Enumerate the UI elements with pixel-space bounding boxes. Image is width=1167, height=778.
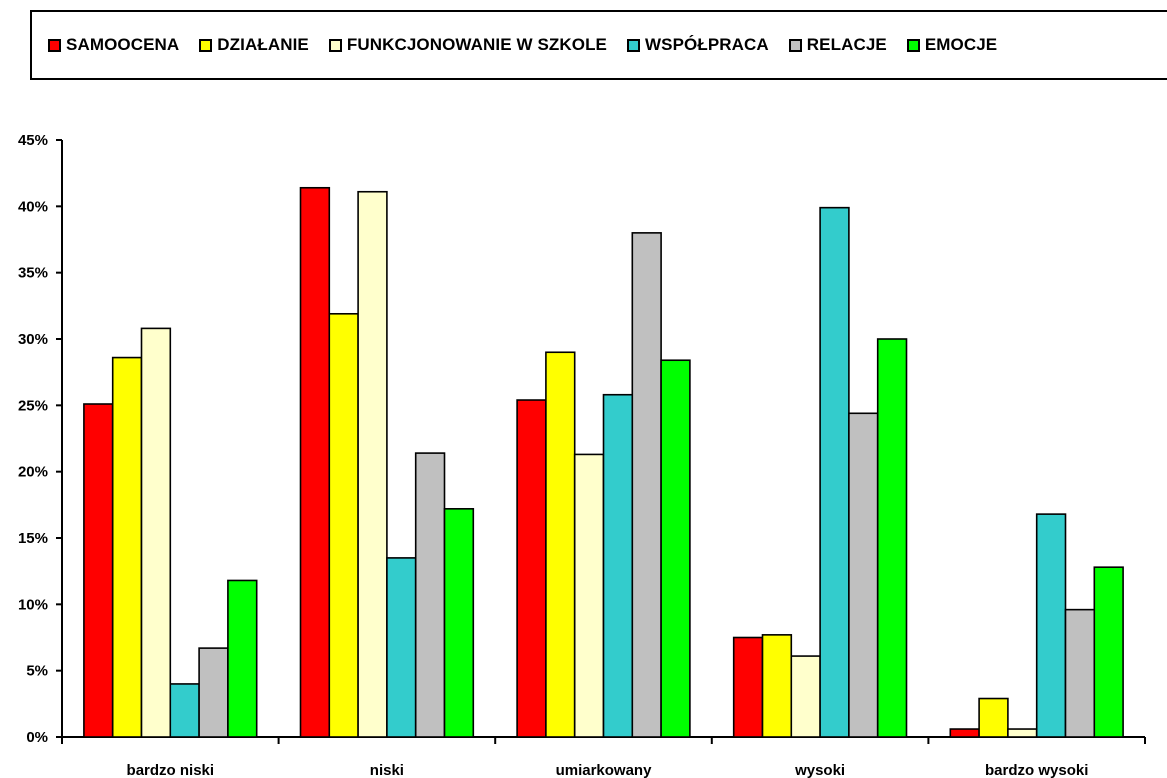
bar xyxy=(949,728,980,738)
legend-label: SAMOOCENA xyxy=(66,35,180,54)
bar xyxy=(516,399,547,738)
bar xyxy=(140,327,172,738)
y-tick-label: 35% xyxy=(18,265,48,282)
y-tick-label: 25% xyxy=(18,397,48,414)
bar xyxy=(761,634,793,738)
legend-swatch xyxy=(788,38,802,52)
legend-item: WSPÓŁPRACA xyxy=(627,35,769,55)
bar xyxy=(1007,728,1038,738)
bar xyxy=(299,186,331,738)
bar xyxy=(227,579,258,738)
bar xyxy=(1035,513,1067,738)
bar xyxy=(848,412,879,738)
legend-item: DZIAŁANIE xyxy=(199,35,309,55)
legend-swatch xyxy=(199,38,213,52)
bar xyxy=(602,393,634,738)
legend-label: DZIAŁANIE xyxy=(217,35,309,54)
bar xyxy=(357,190,388,738)
bar xyxy=(1064,608,1096,738)
y-tick-label: 5% xyxy=(26,663,48,680)
bar xyxy=(169,683,200,738)
bar xyxy=(790,655,821,738)
bar xyxy=(545,351,576,738)
legend-item: RELACJE xyxy=(788,35,887,55)
y-tick-label: 20% xyxy=(18,464,48,481)
y-tick-label: 45% xyxy=(18,132,48,149)
legend-swatch xyxy=(48,38,61,52)
y-tick-label: 15% xyxy=(18,530,48,547)
bar xyxy=(328,312,359,738)
y-tick-label: 30% xyxy=(18,331,48,348)
bar xyxy=(732,636,764,738)
x-category-label: bardzo niski xyxy=(127,762,215,778)
bar xyxy=(198,647,229,738)
legend-label: EMOCJE xyxy=(924,35,998,54)
bar xyxy=(111,356,143,738)
legend-item: EMOCJE xyxy=(906,35,998,55)
bar xyxy=(1093,566,1124,738)
bar xyxy=(573,453,605,738)
x-category-label: bardzo wysoki xyxy=(985,762,1088,778)
chart-legend: SAMOOCENA DZIAŁANIE FUNKCJONOWANIE W SZKOL… xyxy=(30,10,1167,80)
y-tick-label: 40% xyxy=(18,198,48,215)
x-category-label: niski xyxy=(370,762,404,778)
bar xyxy=(83,403,114,738)
bar xyxy=(414,452,446,738)
legend-label: RELACJE xyxy=(806,35,887,54)
legend-item: SAMOOCENA xyxy=(48,35,179,55)
bar xyxy=(386,557,417,738)
bar xyxy=(631,232,662,738)
legend-label: FUNKCJONOWANIE W SZKOLE xyxy=(346,35,607,54)
bar xyxy=(443,508,475,738)
y-tick-label: 10% xyxy=(18,596,48,613)
x-category-label: umiarkowany xyxy=(556,762,653,778)
x-category-label: wysoki xyxy=(794,762,845,778)
bar xyxy=(819,206,850,738)
legend-swatch xyxy=(627,38,640,52)
bar xyxy=(978,697,1009,738)
bar xyxy=(876,338,908,738)
bar xyxy=(660,359,691,738)
legend-swatch xyxy=(328,38,342,52)
legend-item: FUNKCJONOWANIE W SZKOLE xyxy=(328,35,607,55)
y-tick-label: 0% xyxy=(26,729,48,746)
legend-swatch xyxy=(906,38,920,52)
legend-label: WSPÓŁPRACA xyxy=(645,35,769,54)
